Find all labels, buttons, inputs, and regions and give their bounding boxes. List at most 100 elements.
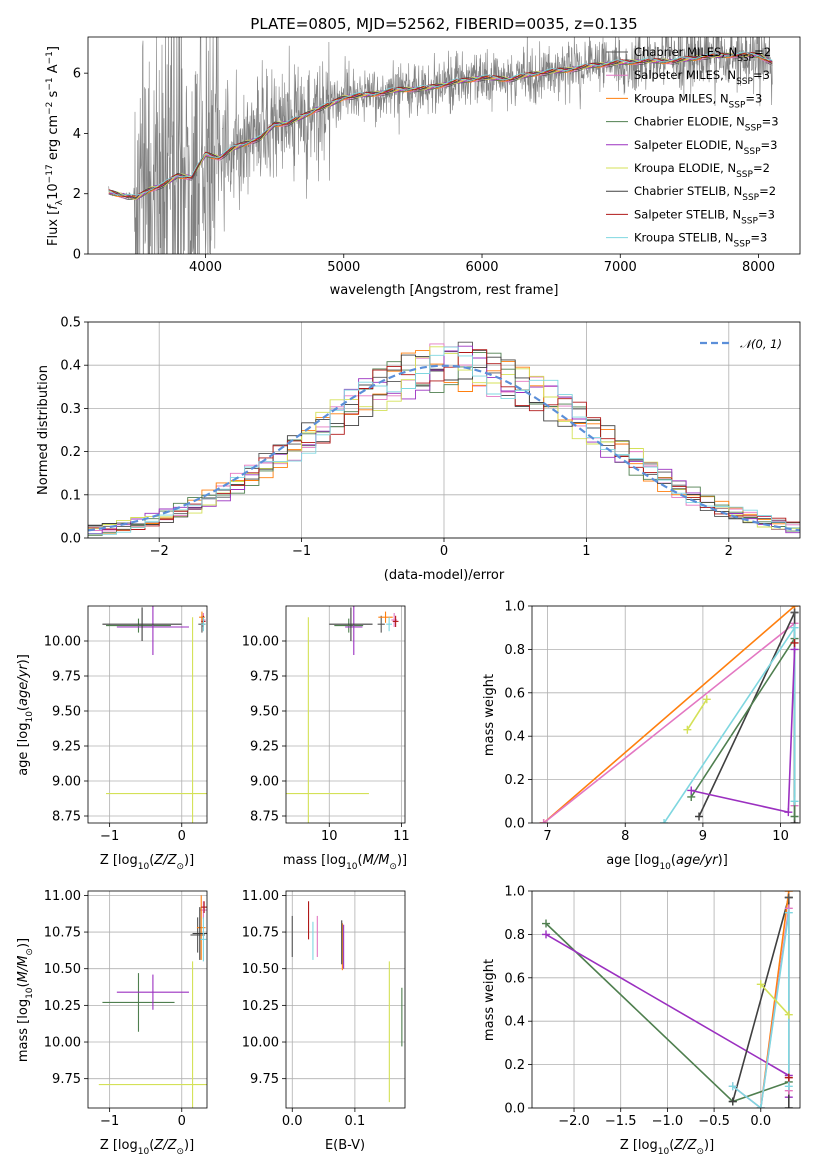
y-tick-label: 10.00 (44, 1036, 81, 1051)
x-axis-label: Z [log10(Z/Z⊙)] (620, 1138, 714, 1157)
series-marker (790, 623, 799, 632)
errorbar-kroupa-miles (378, 611, 393, 623)
x-tick-label: 7000 (604, 260, 637, 275)
legend-label: Chabrier ELODIE, NSSP=3 (634, 115, 779, 134)
series-line (732, 912, 790, 1108)
errorbar-kroupa-elodie (98, 961, 207, 1108)
series-marker (790, 797, 799, 806)
x-tick-label: 0 (178, 1114, 186, 1129)
x-axis-label: Z [log10(Z/Z⊙)] (100, 853, 194, 872)
x-axis-label: wavelength [Angstrom, rest frame] (330, 283, 559, 298)
series-marker (660, 819, 669, 823)
x-tick-label: 0 (178, 829, 186, 844)
y-tick-label: 9.75 (250, 670, 279, 685)
y-tick-label: 10.25 (44, 999, 81, 1014)
y-tick-label: 9.50 (52, 705, 81, 720)
y-tick-label: 9.75 (52, 670, 81, 685)
y-axis-label: Normed distribution (36, 365, 51, 495)
y-tick-label: 6 (73, 67, 81, 82)
x-tick-label: 4000 (189, 260, 222, 275)
series-kroupa-stelib (728, 908, 793, 1108)
series-kroupa-elodie (756, 980, 793, 1019)
errorbar-chabrier-stelib (102, 607, 182, 641)
x-tick-label: 5000 (327, 260, 360, 275)
y-tick-label: 0.0 (504, 817, 525, 832)
series-line (760, 983, 790, 1016)
y-tick-label: 0.5 (60, 316, 81, 331)
errorbar-kroupa-stelib (386, 617, 393, 632)
y-tick-label: 9.25 (52, 740, 81, 755)
series-marker (728, 1082, 737, 1091)
legend-label: Salpeter ELODIE, NSSP=3 (634, 138, 777, 157)
legend-label: Chabrier STELIB, NSSP=2 (634, 184, 776, 203)
axes-frame (531, 890, 801, 1109)
errorbar-kroupa-miles (196, 895, 206, 960)
y-tick-label: 10.00 (242, 635, 279, 650)
y-tick-label: 1.0 (504, 600, 525, 615)
series-chabrier-miles (790, 608, 799, 617)
y-tick-label: 0.6 (504, 686, 525, 701)
errorbar-kroupa-elodie (286, 617, 369, 823)
series-marker (702, 695, 711, 704)
x-tick-label: 1 (582, 544, 590, 559)
errorbar-chabrier-stelib (329, 607, 373, 641)
x-axis-label: E(B-V) (325, 1138, 365, 1153)
spectrum-legend: Chabrier MILES, NSSP=2 Salpeter MILES, NS… (606, 45, 779, 250)
series-salpeter-miles (539, 619, 799, 823)
y-tick-label: 2 (73, 187, 81, 202)
x-axis-label: age [log10(age/yr)] (606, 853, 728, 872)
y-tick-label: 0.8 (504, 928, 525, 943)
series-marker (756, 1104, 765, 1108)
x-tick-label: 10 (321, 829, 338, 844)
x-tick-label: 9 (699, 829, 707, 844)
series-line (663, 625, 796, 823)
y-tick-label: 11.00 (242, 889, 279, 904)
series-marker (790, 608, 799, 617)
legend-label: Salpeter STELIB, NSSP=3 (634, 207, 775, 226)
errorbar-kroupa-stelib (201, 617, 206, 632)
errorbar-salpeter-stelib (392, 615, 399, 627)
y-tick-label: 0.6 (504, 971, 525, 986)
y-tick-label: 0.4 (504, 1015, 525, 1030)
plot-area (539, 606, 799, 823)
series-line (543, 621, 796, 823)
axes-mass_vs_ebv: 0.0 0.1 9.75 10.00 10.25 10.50 10.75 11.00 (242, 889, 406, 1129)
series-kroupa-stelib (660, 623, 799, 823)
series-marker (695, 812, 704, 821)
legend-label: Kroupa ELODIE, NSSP=2 (634, 161, 770, 180)
y-tick-label: 1.0 (504, 885, 525, 900)
y-tick-label: 8.75 (250, 810, 279, 825)
y-tick-label: 0.8 (504, 643, 525, 658)
y-tick-label: 0 (73, 248, 81, 263)
plot-area (286, 606, 399, 823)
x-tick-label: −0.5 (698, 1114, 730, 1129)
errorbar-salpeter-elodie (116, 974, 189, 1010)
legend-label: Kroupa STELIB, NSSP=3 (634, 231, 767, 250)
x-tick-label: 0.1 (345, 1114, 366, 1129)
y-tick-label: 9.25 (250, 740, 279, 755)
axes-mass_weight_vs_Z: −2.0 −1.5 −1.0 −0.5 0.0 0.0 0.2 0.4 0.6 0.8 1.0 (504, 885, 801, 1129)
normal-curve (88, 364, 800, 532)
errorbar-chabrier-elodie (334, 618, 364, 633)
series-line (686, 698, 708, 731)
y-tick-label: 8.75 (52, 810, 81, 825)
axes-frame (285, 890, 406, 1109)
axes-frame (87, 36, 801, 255)
x-tick-label: 0.0 (750, 1114, 771, 1129)
axes-frame (87, 890, 208, 1109)
y-tick-label: 9.50 (250, 705, 279, 720)
y-tick-label: 0.0 (504, 1102, 525, 1117)
series-line (691, 649, 796, 814)
series-salpeter-elodie (687, 645, 799, 817)
series-marker (790, 638, 799, 647)
x-tick-label: 10 (772, 829, 789, 844)
x-tick-label: 6000 (465, 260, 498, 275)
x-tick-label: 0.0 (282, 1114, 303, 1129)
x-axis-label: mass [log10(M/M⊙)] (283, 853, 407, 872)
axes-frame (531, 605, 801, 824)
y-axis-label: Flux [fλ10−17 erg cm−2 s−1 A−1] (45, 46, 65, 246)
y-tick-label: 0.4 (504, 730, 525, 745)
y-tick-label: 0.2 (504, 773, 525, 788)
y-tick-label: 0.4 (60, 359, 81, 374)
